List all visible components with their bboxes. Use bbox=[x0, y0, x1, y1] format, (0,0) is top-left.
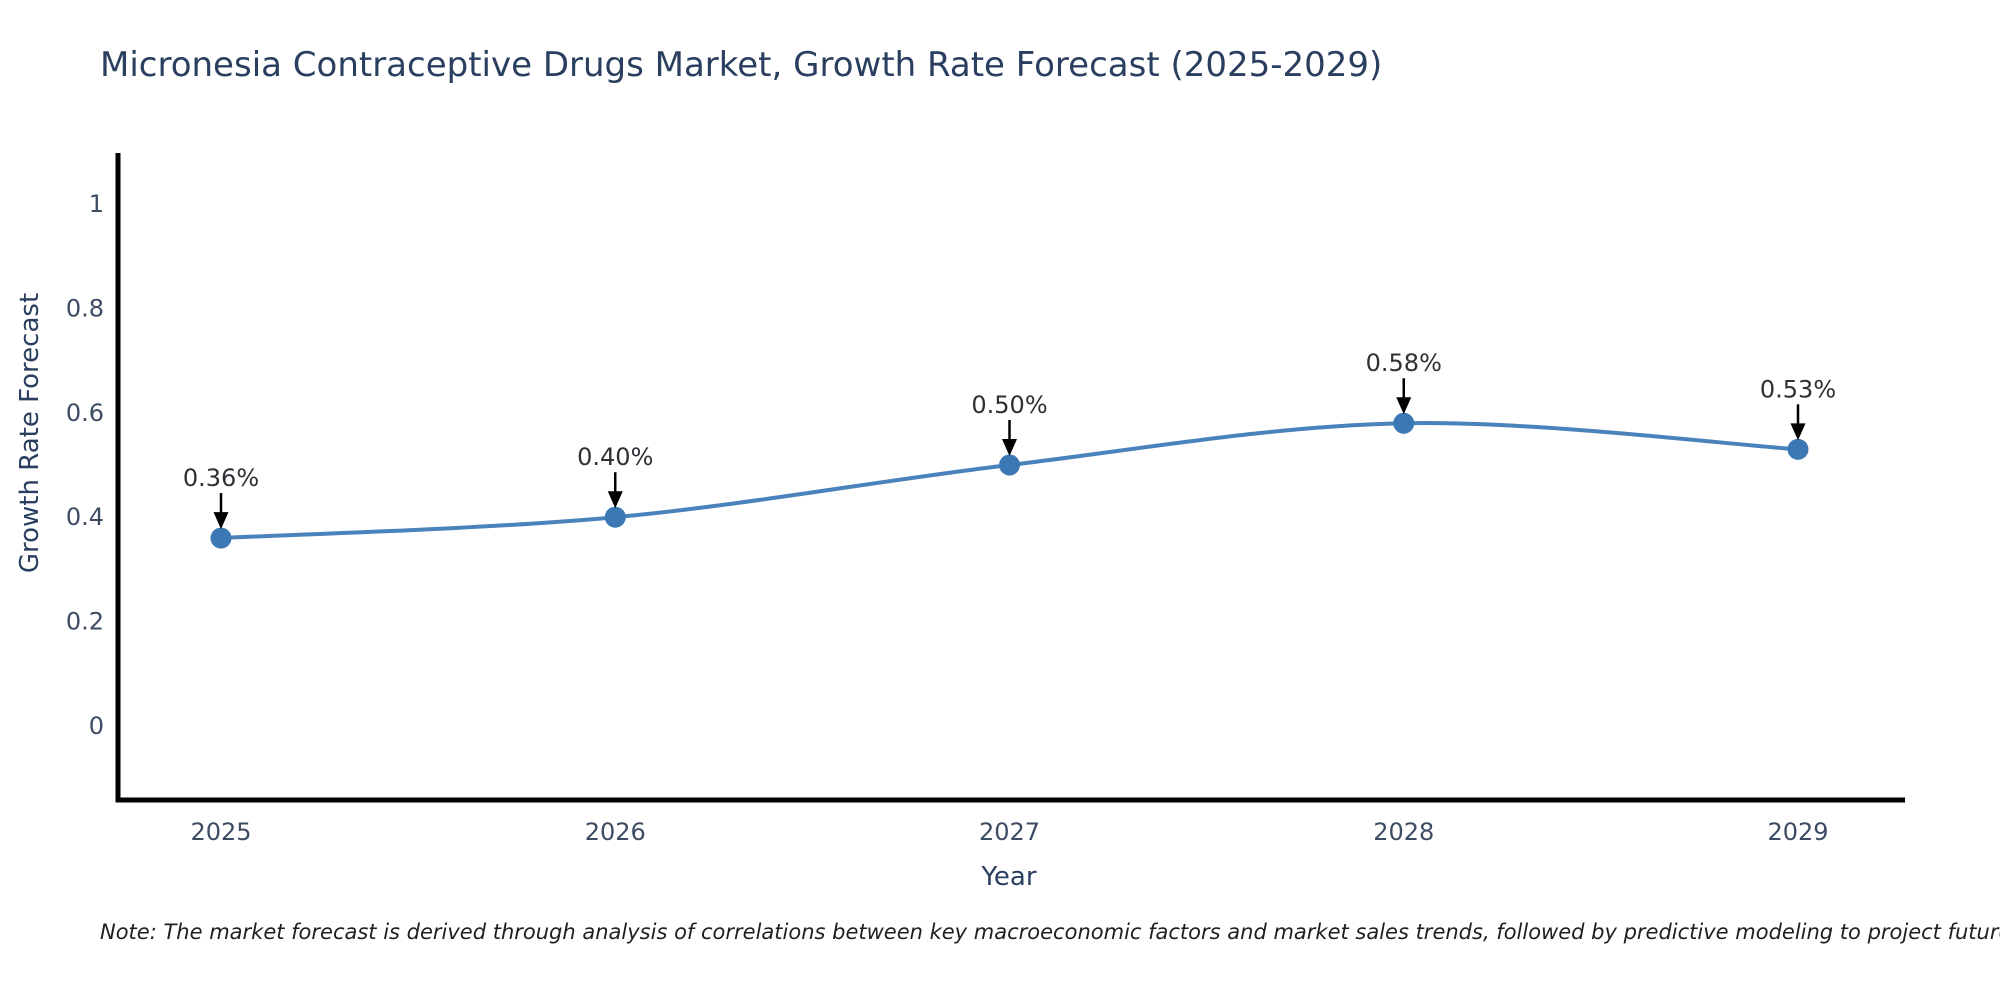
annotation-label: 0.58% bbox=[1366, 349, 1442, 377]
annotation-arrowhead bbox=[1002, 439, 1017, 456]
annotation-arrowhead bbox=[607, 491, 623, 509]
x-tick-label: 2025 bbox=[190, 818, 251, 846]
y-tick-label: 0.6 bbox=[66, 399, 104, 427]
annotation-arrowhead bbox=[213, 512, 229, 530]
x-axis-title: Year bbox=[981, 862, 1037, 892]
annotation-arrowhead bbox=[1396, 397, 1412, 415]
y-tick-label: 0.4 bbox=[66, 503, 104, 531]
annotation-label: 0.50% bbox=[971, 391, 1047, 419]
y-tick-label: 0.2 bbox=[66, 608, 104, 636]
chart-title: Micronesia Contraceptive Drugs Market, G… bbox=[100, 45, 1383, 85]
annotation-arrowhead bbox=[1790, 423, 1806, 441]
data-point-marker bbox=[1393, 412, 1415, 434]
annotation-label: 0.40% bbox=[577, 443, 653, 471]
data-point-marker bbox=[604, 506, 626, 528]
data-point-marker bbox=[999, 454, 1020, 476]
y-tick-label: 0.8 bbox=[66, 294, 104, 322]
x-tick-label: 2028 bbox=[1373, 818, 1434, 846]
footnote: Note: The market forecast is derived thr… bbox=[100, 920, 2000, 944]
x-tick-label: 2026 bbox=[585, 818, 646, 846]
data-point-marker bbox=[1787, 438, 1809, 460]
x-tick-label: 2029 bbox=[1767, 818, 1828, 846]
x-tick-label: 2027 bbox=[979, 818, 1040, 846]
annotation-label: 0.36% bbox=[183, 464, 259, 492]
annotation-label: 0.53% bbox=[1760, 375, 1836, 403]
data-point-marker bbox=[210, 527, 232, 549]
y-tick-label: 0 bbox=[89, 712, 104, 740]
y-tick-label: 1 bbox=[89, 190, 104, 218]
